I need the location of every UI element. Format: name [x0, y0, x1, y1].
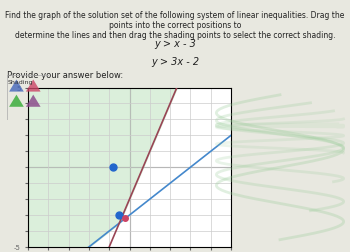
Text: Find the graph of the solution set of the following system of linear inequalitie: Find the graph of the solution set of th… [5, 11, 345, 40]
Text: Provide your answer below:: Provide your answer below: [7, 71, 123, 80]
Text: y > 3x - 2: y > 3x - 2 [151, 56, 199, 67]
Text: y > x - 3: y > x - 3 [154, 39, 196, 49]
Text: Shading: Shading [8, 79, 34, 84]
